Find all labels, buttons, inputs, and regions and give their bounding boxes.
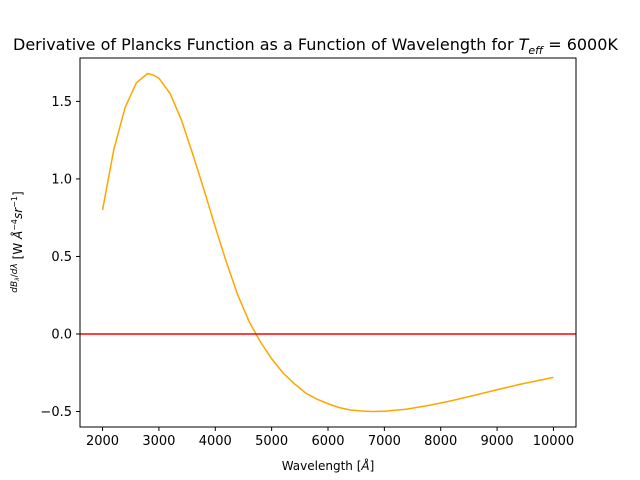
y-axis-label: dBλ/dλ [W Å−4sr−1] [10,191,25,292]
y-tick-label: 1.0 [51,172,72,187]
x-tick-label: 8000 [424,434,457,449]
x-tick-label: 4000 [199,434,232,449]
x-tick-label: 3000 [142,434,175,449]
x-axis-label: Wavelength [Å] [282,458,375,473]
x-tick-label: 9000 [481,434,514,449]
y-tick-label: 0.5 [51,250,72,265]
series-line-1 [101,72,554,413]
x-tick-label: 10000 [533,434,574,449]
x-tick-label: 2000 [86,434,119,449]
x-tick-label: 6000 [311,434,344,449]
y-tick-label: −0.5 [40,405,72,420]
chart-title: Derivative of Plancks Function as a Func… [13,35,618,57]
y-tick-label: 0.0 [51,327,72,342]
y-axis: −0.5 0.0 0.5 1.0 1.5 [40,95,80,420]
svg-text:dBλ/dλ [W Å−4sr−1]: dBλ/dλ [W Å−4sr−1] [10,191,25,292]
x-axis: 2000 3000 4000 5000 6000 7000 8000 9000 10000 [86,427,574,449]
series-layer [80,72,576,413]
y-tick-label: 1.5 [51,95,72,110]
x-tick-label: 5000 [255,434,288,449]
x-tick-label: 7000 [368,434,401,449]
